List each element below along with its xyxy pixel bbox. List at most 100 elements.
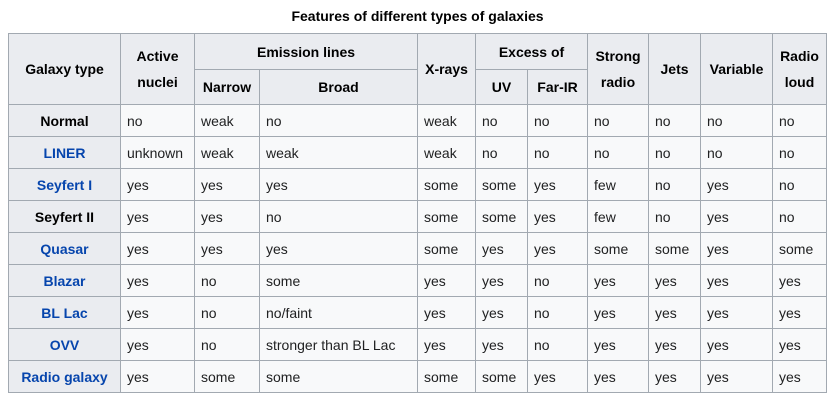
galaxy-type-label: Normal bbox=[40, 112, 89, 129]
cell-broad: weak bbox=[258, 136, 419, 169]
col-header-active-nuclei: Active nuclei bbox=[120, 33, 195, 105]
cell-strong-radio: no bbox=[587, 136, 650, 169]
cell-active-nuclei: yes bbox=[120, 296, 195, 329]
cell-uv: yes bbox=[475, 232, 529, 265]
cell-radio-loud: no bbox=[772, 104, 828, 137]
table-row-blazar: Blazar yes no some yes yes no yes yes ye… bbox=[8, 264, 828, 297]
cell-narrow: yes bbox=[194, 232, 260, 265]
cell-variable: yes bbox=[700, 200, 774, 233]
cell-strong-radio: few bbox=[587, 200, 650, 233]
galaxy-type-cell: Quasar bbox=[8, 232, 121, 265]
cell-radio-loud: no bbox=[772, 136, 828, 169]
cell-far-ir: yes bbox=[527, 232, 589, 265]
cell-broad: some bbox=[258, 360, 419, 393]
cell-uv: yes bbox=[475, 328, 529, 361]
table-row-normal: Normal no weak no weak no no no no no no bbox=[8, 104, 828, 137]
cell-narrow: no bbox=[194, 264, 260, 297]
table-row-seyfert-i: Seyfert I yes yes yes some some yes few … bbox=[8, 168, 828, 201]
col-header-uv: UV bbox=[475, 69, 529, 105]
cell-narrow: yes bbox=[194, 200, 260, 233]
table-row-bl-lac: BL Lac yes no no/faint yes yes no yes ye… bbox=[8, 296, 828, 329]
col-header-far-ir: Far-IR bbox=[527, 69, 589, 105]
col-header-radio-loud: Radio loud bbox=[772, 33, 828, 105]
cell-radio-loud: yes bbox=[772, 296, 828, 329]
cell-active-nuclei: yes bbox=[120, 200, 195, 233]
galaxy-type-cell: Blazar bbox=[8, 264, 121, 297]
cell-strong-radio: yes bbox=[587, 264, 650, 297]
table-row-quasar: Quasar yes yes yes some yes yes some som… bbox=[8, 232, 828, 265]
cell-jets: no bbox=[648, 136, 702, 169]
cell-x-rays: some bbox=[417, 360, 477, 393]
galaxy-type-link[interactable]: BL Lac bbox=[41, 304, 88, 321]
cell-jets: yes bbox=[648, 264, 702, 297]
cell-narrow: weak bbox=[194, 104, 260, 137]
cell-narrow: no bbox=[194, 328, 260, 361]
col-header-narrow: Narrow bbox=[194, 69, 260, 105]
cell-active-nuclei: yes bbox=[120, 264, 195, 297]
cell-strong-radio: yes bbox=[587, 296, 650, 329]
cell-radio-loud: no bbox=[772, 168, 828, 201]
cell-strong-radio: some bbox=[587, 232, 650, 265]
cell-uv: some bbox=[475, 168, 529, 201]
col-header-excess-of: Excess of bbox=[475, 33, 589, 70]
cell-uv: no bbox=[475, 136, 529, 169]
cell-uv: yes bbox=[475, 264, 529, 297]
cell-jets: some bbox=[648, 232, 702, 265]
cell-strong-radio: yes bbox=[587, 328, 650, 361]
cell-narrow: yes bbox=[194, 168, 260, 201]
galaxy-type-cell: BL Lac bbox=[8, 296, 121, 329]
cell-narrow: weak bbox=[194, 136, 260, 169]
cell-active-nuclei: yes bbox=[120, 232, 195, 265]
cell-far-ir: no bbox=[527, 328, 589, 361]
cell-radio-loud: yes bbox=[772, 264, 828, 297]
cell-x-rays: yes bbox=[417, 264, 477, 297]
cell-broad: no bbox=[258, 200, 419, 233]
cell-x-rays: yes bbox=[417, 296, 477, 329]
galaxy-type-label: Seyfert II bbox=[34, 208, 95, 225]
galaxy-type-link[interactable]: Blazar bbox=[43, 272, 86, 289]
cell-x-rays: some bbox=[417, 168, 477, 201]
cell-x-rays: some bbox=[417, 232, 477, 265]
galaxy-type-link[interactable]: LINER bbox=[43, 144, 86, 161]
cell-variable: no bbox=[700, 104, 774, 137]
cell-variable: yes bbox=[700, 168, 774, 201]
cell-broad: yes bbox=[258, 232, 419, 265]
col-header-strong-radio: Strong radio bbox=[587, 33, 650, 105]
cell-x-rays: weak bbox=[417, 136, 477, 169]
cell-broad: no bbox=[258, 104, 419, 137]
galaxy-type-link[interactable]: Quasar bbox=[40, 240, 89, 257]
cell-x-rays: yes bbox=[417, 328, 477, 361]
cell-narrow: no bbox=[194, 296, 260, 329]
cell-far-ir: no bbox=[527, 104, 589, 137]
table-row-liner: LINER unknown weak weak weak no no no no… bbox=[8, 136, 828, 169]
cell-radio-loud: some bbox=[772, 232, 828, 265]
galaxy-type-cell: Normal bbox=[8, 104, 121, 137]
cell-radio-loud: yes bbox=[772, 328, 828, 361]
galaxy-type-link[interactable]: Radio galaxy bbox=[21, 368, 108, 385]
cell-broad: stronger than BL Lac bbox=[258, 328, 419, 361]
galaxy-type-cell: LINER bbox=[8, 136, 121, 169]
cell-variable: yes bbox=[700, 296, 774, 329]
cell-jets: yes bbox=[648, 328, 702, 361]
cell-broad: no/faint bbox=[258, 296, 419, 329]
cell-jets: no bbox=[648, 168, 702, 201]
cell-far-ir: no bbox=[527, 136, 589, 169]
cell-variable: no bbox=[700, 136, 774, 169]
galaxy-type-cell: Seyfert I bbox=[8, 168, 121, 201]
cell-far-ir: yes bbox=[527, 168, 589, 201]
galaxy-type-link[interactable]: Seyfert I bbox=[36, 176, 93, 193]
galaxy-type-link[interactable]: OVV bbox=[49, 336, 80, 353]
cell-active-nuclei: unknown bbox=[120, 136, 195, 169]
galaxy-type-cell: OVV bbox=[8, 328, 121, 361]
col-header-galaxy-type: Galaxy type bbox=[8, 33, 121, 105]
cell-strong-radio: few bbox=[587, 168, 650, 201]
cell-active-nuclei: yes bbox=[120, 328, 195, 361]
table-row-ovv: OVV yes no stronger than BL Lac yes yes … bbox=[8, 328, 828, 361]
cell-uv: some bbox=[475, 360, 529, 393]
cell-uv: no bbox=[475, 104, 529, 137]
col-header-jets: Jets bbox=[648, 33, 702, 105]
galaxy-type-cell: Seyfert II bbox=[8, 200, 121, 233]
cell-active-nuclei: no bbox=[120, 104, 195, 137]
cell-x-rays: weak bbox=[417, 104, 477, 137]
